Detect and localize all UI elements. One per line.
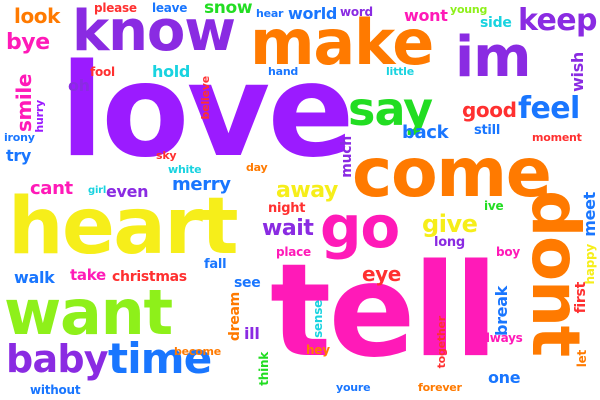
word-im: im — [455, 25, 531, 90]
word-meet: meet — [580, 192, 599, 237]
word-still: still — [474, 123, 501, 138]
word-little: little — [386, 65, 414, 78]
word-wont: wont — [404, 6, 448, 25]
word-bye: bye — [6, 30, 50, 55]
word-love: love — [60, 37, 354, 186]
word-youre: youre — [336, 381, 371, 394]
word-think: think — [257, 352, 271, 386]
word-place: place — [276, 245, 311, 259]
word-merry: merry — [172, 174, 231, 195]
word-wait: wait — [262, 216, 314, 241]
word-hurry: hurry — [33, 100, 46, 133]
word-snow: snow — [204, 0, 253, 18]
word-keep: keep — [518, 3, 598, 38]
word-see: see — [234, 275, 261, 291]
word-christmas: christmas — [112, 269, 187, 285]
word-word: word — [340, 5, 373, 19]
word-time: time — [108, 334, 212, 383]
word-ill: ill — [244, 324, 260, 343]
word-leave: leave — [152, 1, 188, 15]
word-happy: happy — [583, 244, 597, 285]
word-hand: hand — [268, 65, 299, 78]
word-fool: fool — [90, 65, 115, 79]
word-hey: hey — [306, 343, 330, 357]
word-side: side — [480, 15, 512, 31]
word-always: always — [478, 331, 523, 345]
word-white: white — [168, 163, 202, 176]
word-sky: sky — [156, 149, 177, 162]
word-forever: forever — [418, 381, 462, 394]
word-go: go — [320, 193, 400, 261]
word-together: together — [435, 316, 448, 369]
word-break: break — [492, 286, 511, 337]
word-much: much — [339, 136, 355, 178]
word-ive: ive — [484, 199, 504, 213]
word-try: try — [6, 146, 32, 165]
word-dream: dream — [227, 292, 243, 342]
word-good: good — [462, 98, 517, 122]
word-give: give — [422, 210, 478, 238]
word-dont: dont — [517, 190, 594, 356]
word-please: please — [94, 1, 137, 15]
word-eye: eye — [362, 262, 401, 286]
word-oh: oh — [68, 76, 90, 95]
word-want: want — [4, 276, 173, 349]
word-first: first — [573, 282, 589, 314]
word-girl: girl — [88, 185, 107, 196]
word-young: young — [450, 3, 488, 16]
word-let: let — [575, 350, 589, 368]
word-become: become — [174, 345, 222, 358]
word-moment: moment — [532, 131, 582, 144]
word-even: even — [106, 182, 149, 201]
word-sense: sense — [311, 300, 325, 338]
word-take: take — [70, 266, 106, 284]
word-say: say — [348, 82, 433, 136]
word-make: make — [250, 6, 434, 79]
word-know: know — [72, 0, 236, 64]
word-away: away — [276, 178, 338, 203]
word-wish: wish — [568, 52, 587, 92]
word-heart: heart — [8, 182, 239, 272]
word-hear: hear — [256, 7, 284, 20]
word-without: without — [30, 383, 81, 397]
word-boy: boy — [496, 245, 520, 259]
word-back: back — [402, 122, 449, 143]
word-world: world — [288, 4, 338, 23]
word-night: night — [268, 201, 306, 216]
word-walk: walk — [14, 268, 55, 287]
word-smile: smile — [12, 74, 36, 133]
word-look: look — [14, 4, 61, 28]
word-fall: fall — [204, 257, 227, 272]
word-believe: believe — [199, 76, 212, 120]
word-baby: baby — [6, 337, 109, 381]
word-one: one — [488, 368, 521, 387]
word-tell: tell — [270, 237, 498, 386]
word-day: day — [246, 161, 268, 174]
word-come: come — [352, 134, 552, 213]
word-hold: hold — [152, 62, 191, 81]
word-irony: irony — [4, 131, 35, 144]
word-feel: feel — [518, 91, 580, 126]
word-cant: cant — [30, 178, 73, 199]
word-long: long — [434, 235, 465, 250]
